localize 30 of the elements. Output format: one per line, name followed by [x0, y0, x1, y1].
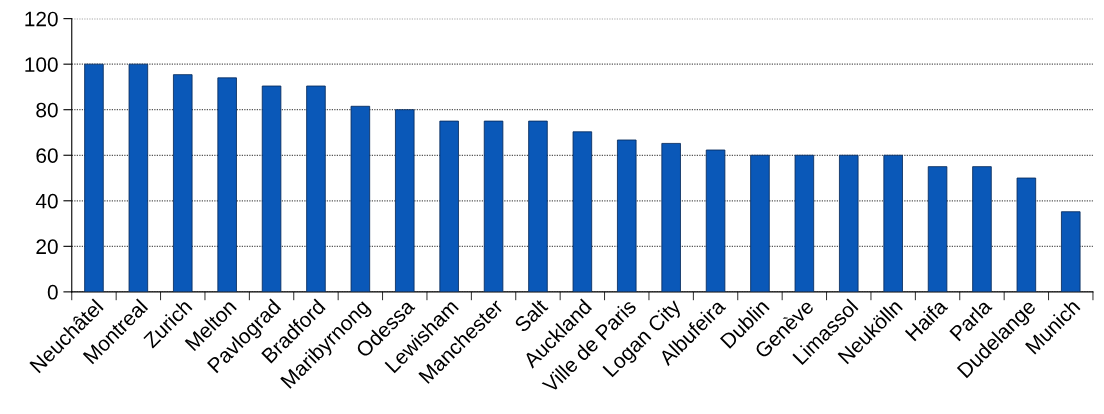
bar — [661, 142, 681, 292]
bar — [705, 149, 726, 292]
bar — [306, 85, 326, 292]
bar — [839, 154, 859, 292]
bar — [217, 77, 237, 292]
bar — [261, 85, 282, 292]
bar — [750, 154, 770, 292]
y-tick-label: 80 — [36, 102, 58, 118]
bar — [350, 105, 371, 292]
bar — [439, 120, 459, 292]
bar — [128, 63, 149, 292]
bar — [927, 166, 948, 292]
y-tick-label: 20 — [36, 239, 58, 255]
bar — [794, 154, 815, 292]
y-tick-label: 60 — [36, 148, 58, 163]
bar — [483, 120, 504, 292]
bar — [617, 139, 637, 292]
bar — [528, 120, 548, 292]
y-tick-label: 40 — [35, 193, 58, 209]
y-tick-label: 120 — [25, 11, 58, 27]
bar — [173, 74, 193, 292]
bar — [572, 131, 593, 292]
bar — [395, 109, 415, 292]
bar — [972, 166, 992, 292]
bar — [883, 154, 903, 292]
y-tick-label: 0 — [47, 284, 58, 300]
bar — [1016, 177, 1037, 292]
y-tick-label: 100 — [25, 57, 58, 72]
bar — [84, 63, 104, 292]
bar — [1061, 211, 1081, 292]
